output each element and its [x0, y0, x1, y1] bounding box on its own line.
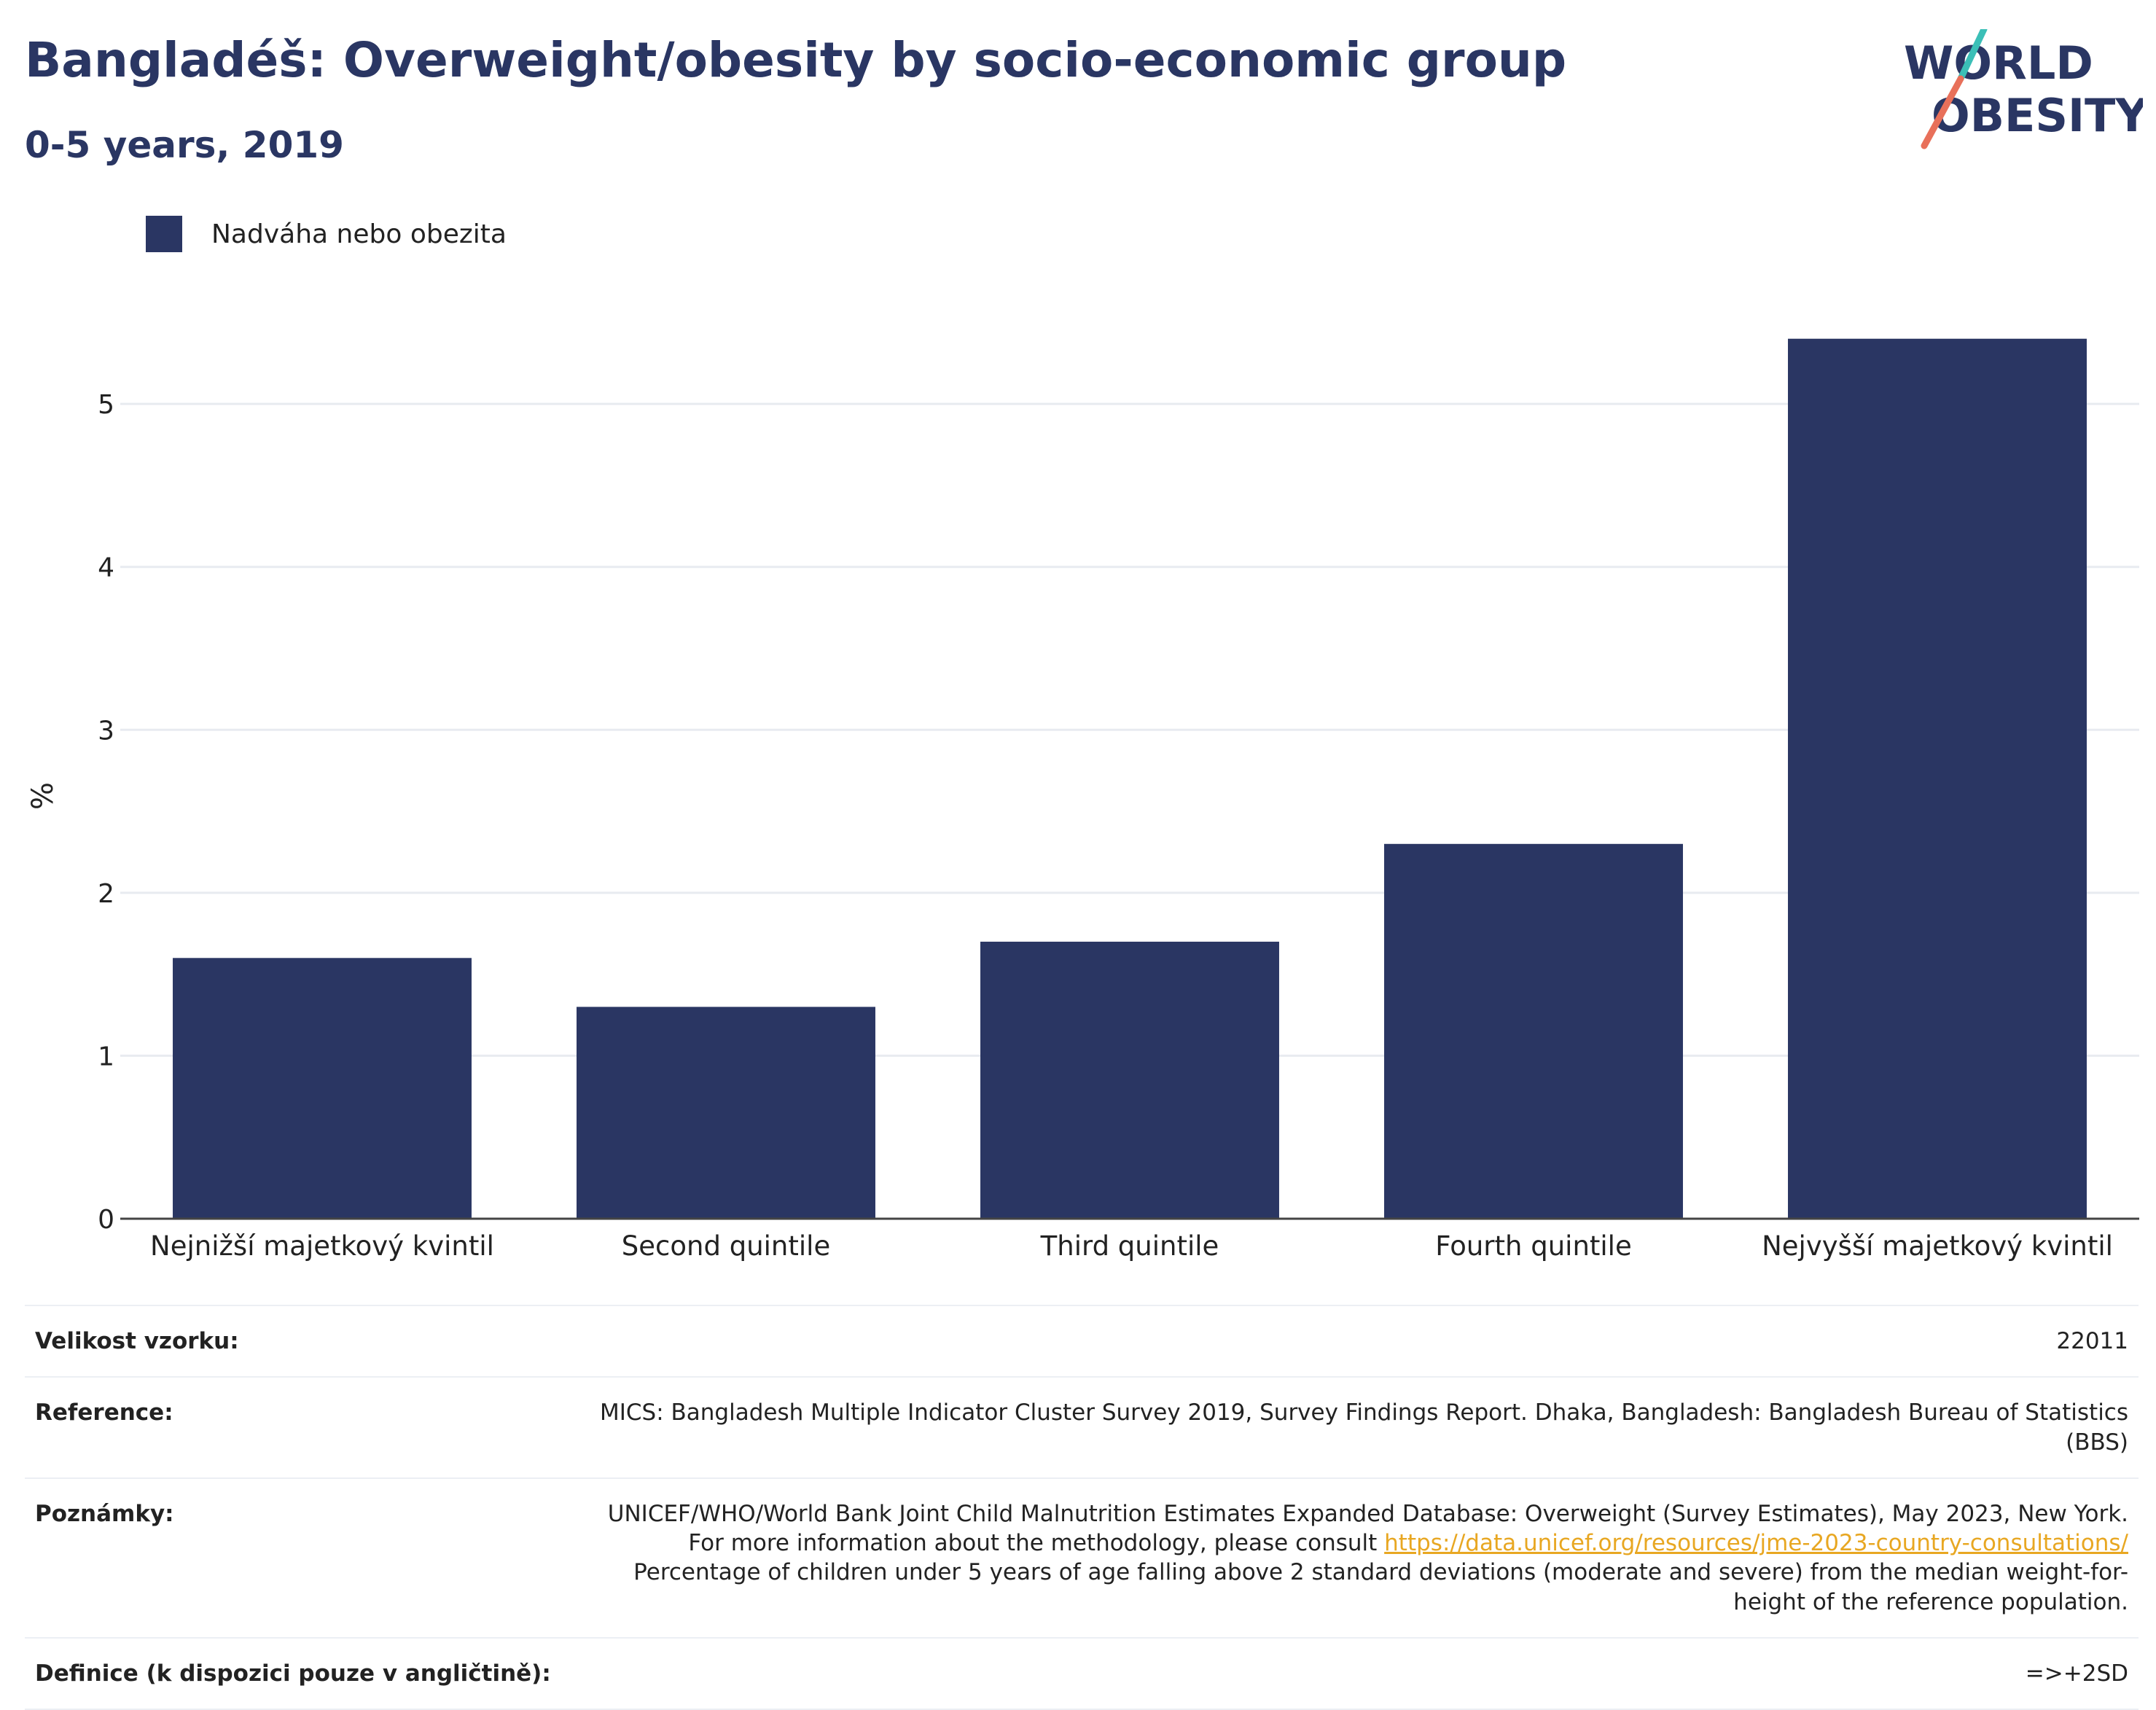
reference-value: MICS: Bangladesh Multiple Indicator Clus…: [570, 1376, 2139, 1478]
bar[interactable]: [173, 958, 472, 1219]
page-subtitle: 0-5 years, 2019: [25, 124, 344, 166]
y-axis-label: %: [26, 782, 60, 810]
notes-label: Poznámky:: [25, 1477, 570, 1639]
bar[interactable]: [577, 1007, 875, 1219]
notes-value: UNICEF/WHO/World Bank Joint Child Malnut…: [570, 1477, 2139, 1639]
y-tick-label: 4: [98, 553, 114, 583]
legend-label: Nadváha nebo obezita: [211, 219, 507, 249]
info-row-notes: Poznámky: UNICEF/WHO/World Bank Joint Ch…: [25, 1477, 2139, 1639]
bars: [173, 338, 2087, 1219]
definition-value: =>+2SD: [570, 1637, 2139, 1710]
x-tick-label: Fourth quintile: [1435, 1230, 1631, 1262]
info-row-reference: Reference: MICS: Bangladesh Multiple Ind…: [25, 1376, 2139, 1478]
info-row-sample-size: Velikost vzorku: 22011: [25, 1304, 2139, 1378]
bar-chart: 0 1 2 3 4 5 Nejnižší majetkový kvintil Second …: [26, 338, 2139, 1262]
x-tick-label: Third quintile: [1040, 1230, 1219, 1262]
world-obesity-logo: WORLD OBESITY: [1904, 29, 2143, 149]
reference-label: Reference:: [25, 1376, 570, 1478]
bar[interactable]: [1384, 843, 1683, 1219]
info-row-definition: Definice (k dispozici pouze v angličtině…: [25, 1637, 2139, 1710]
y-tick-label: 1: [98, 1042, 114, 1071]
y-tick-label: 2: [98, 879, 114, 909]
chart-legend: Nadváha nebo obezita: [146, 216, 507, 252]
legend-swatch: [146, 216, 182, 252]
info-table: Velikost vzorku: 22011 Reference: MICS: …: [25, 1304, 2139, 1710]
notes-text-before: UNICEF/WHO/World Bank Joint Child Malnut…: [607, 1500, 2128, 1557]
x-tick-label: Second quintile: [622, 1230, 830, 1262]
page-title: Bangladéš: Overweight/obesity by socio-e…: [25, 32, 1567, 88]
y-axis-ticks: 0 1 2 3 4 5: [98, 390, 114, 1235]
bar[interactable]: [980, 941, 1279, 1219]
logo-line-2: OBESITY: [1932, 89, 2143, 142]
sample-size-value: 22011: [570, 1304, 2139, 1378]
x-tick-label: Nejvyšší majetkový kvintil: [1762, 1230, 2113, 1262]
bar[interactable]: [1788, 338, 2087, 1219]
logo-line-1: WORLD: [1904, 36, 2093, 90]
y-tick-label: 0: [98, 1205, 114, 1235]
x-tick-label: Nejnižší majetkový kvintil: [150, 1230, 494, 1262]
x-axis-labels: Nejnižší majetkový kvintil Second quintil…: [150, 1230, 2113, 1262]
notes-text-after: Percentage of children under 5 years of …: [633, 1559, 2128, 1615]
y-tick-label: 3: [98, 716, 114, 746]
definition-label: Definice (k dispozici pouze v angličtině…: [25, 1637, 570, 1710]
methodology-link[interactable]: https://data.unicef.org/resources/jme-20…: [1384, 1530, 2128, 1557]
sample-size-label: Velikost vzorku:: [25, 1304, 570, 1378]
y-tick-label: 5: [98, 390, 114, 420]
